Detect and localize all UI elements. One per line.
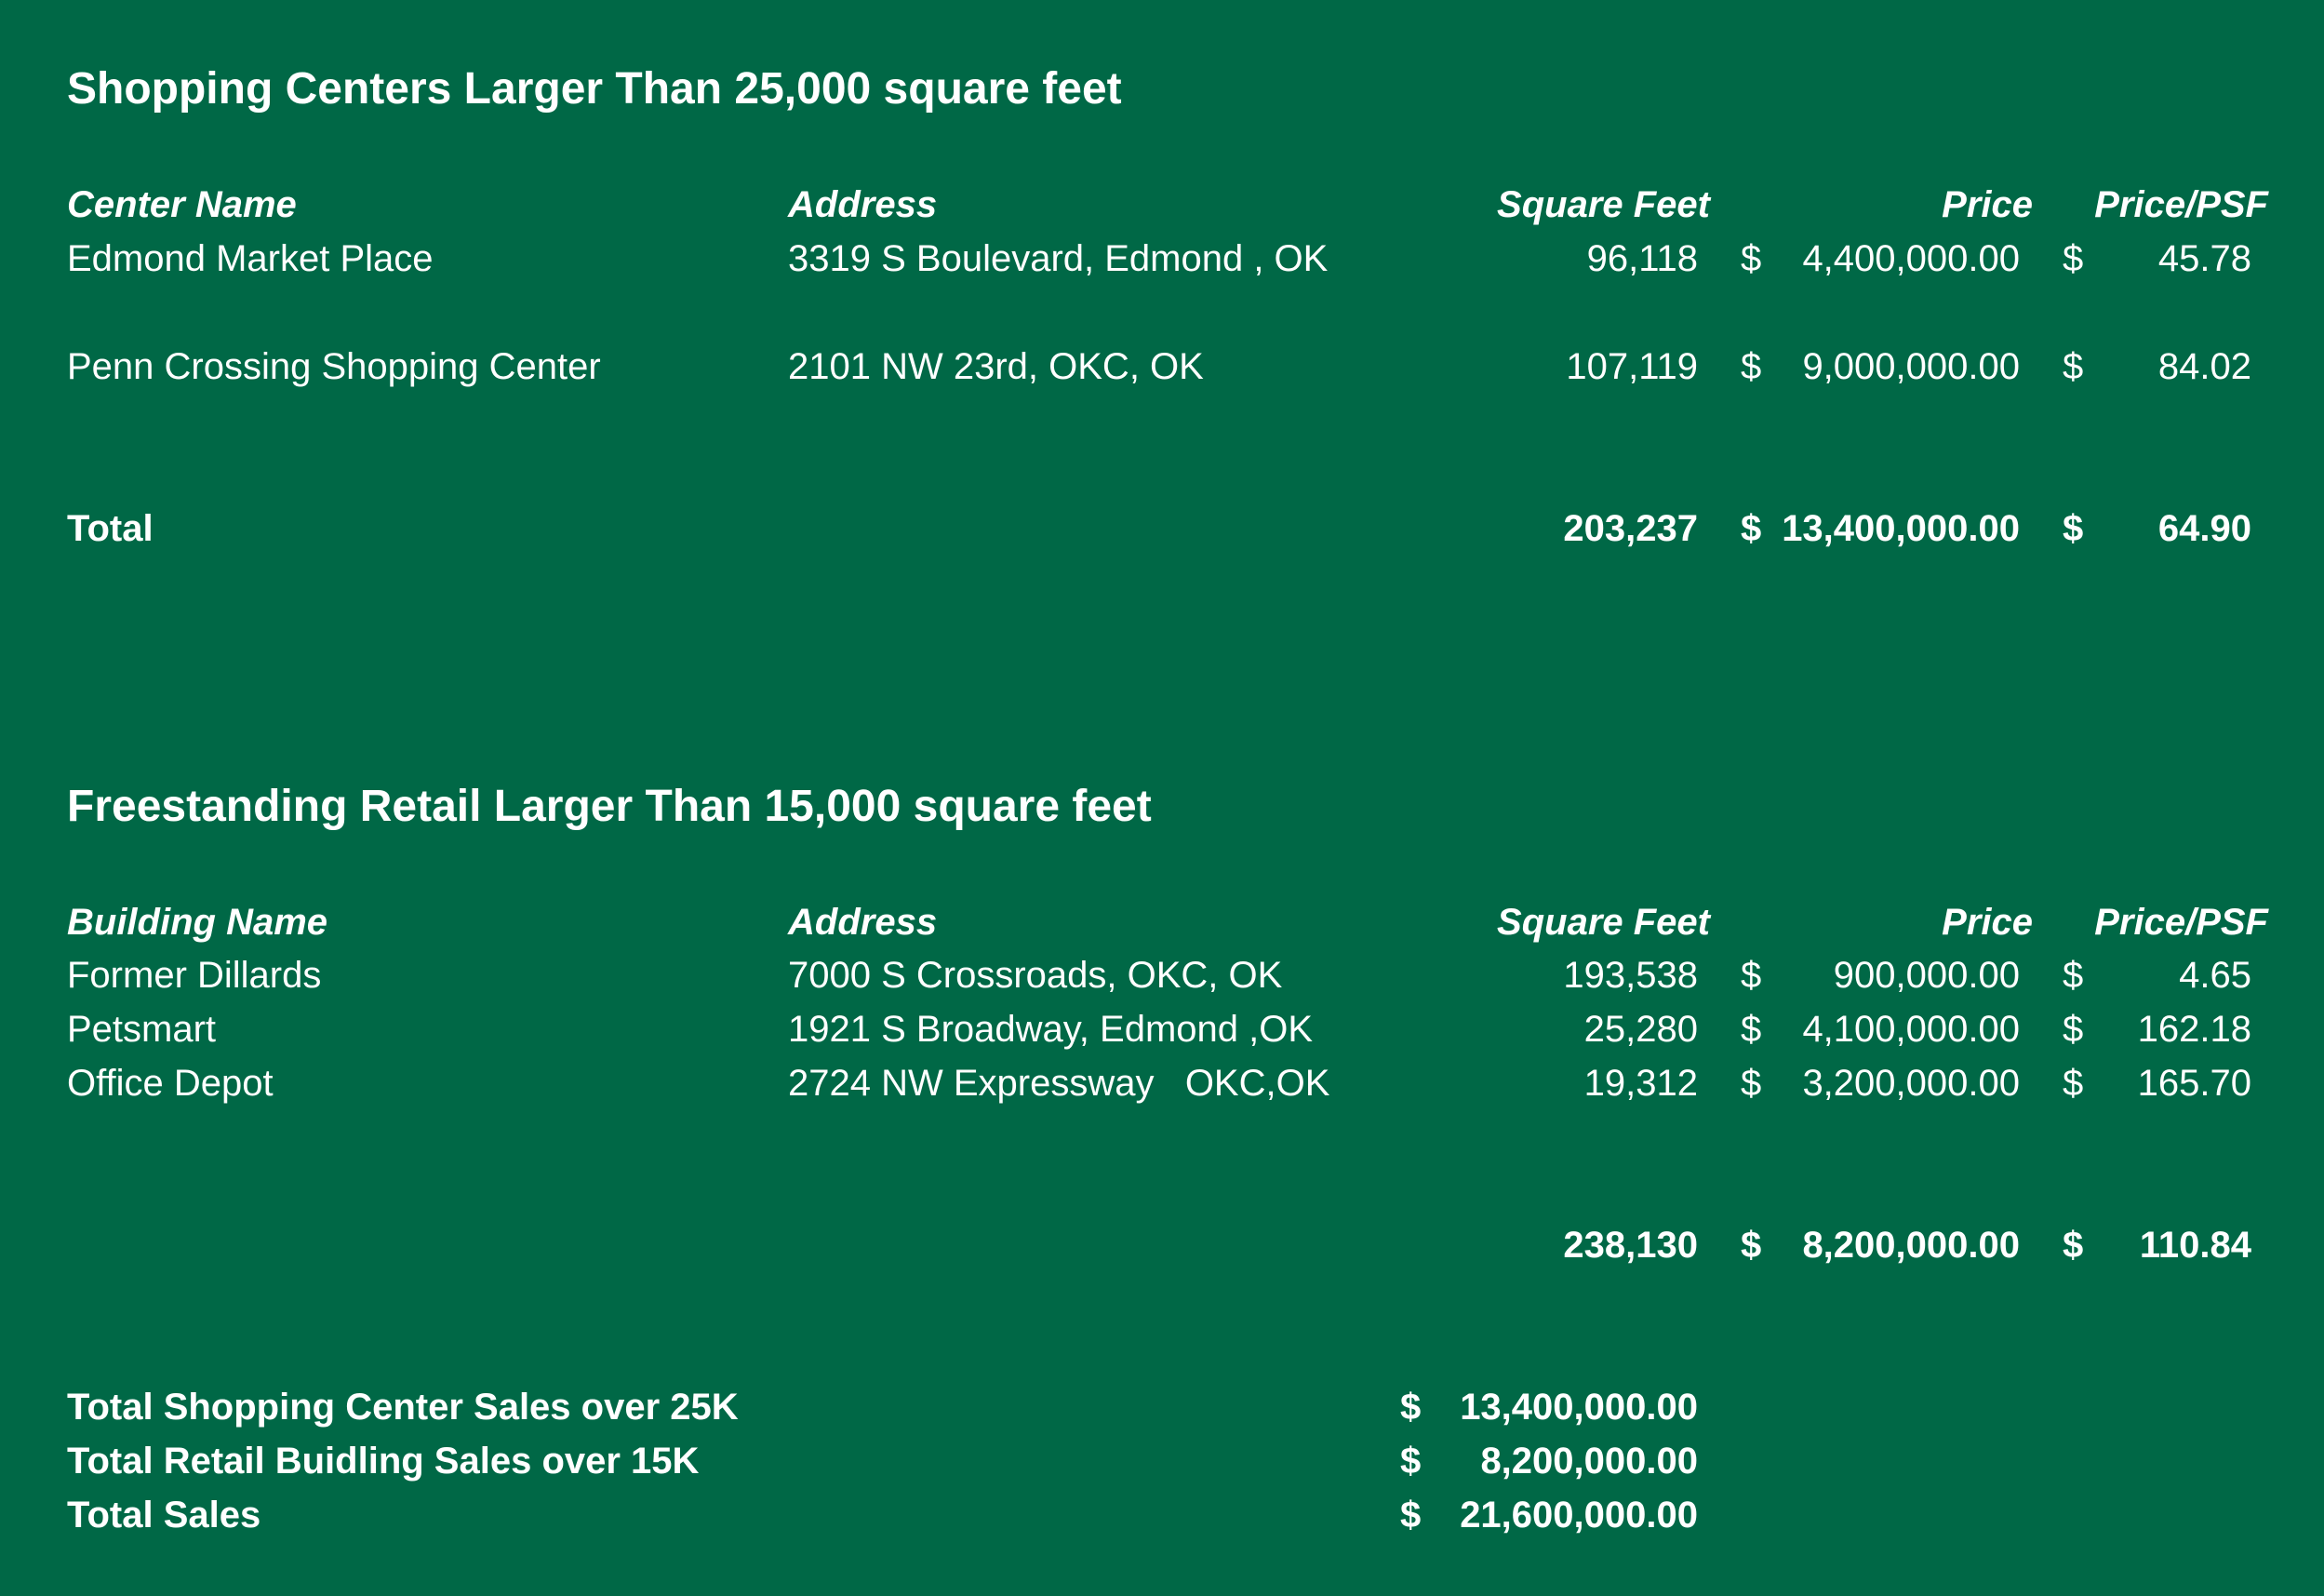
row-name: Office Depot (67, 1063, 274, 1104)
row-name: Former Dillards (67, 955, 322, 996)
section2-header-name: Building Name (67, 902, 328, 943)
total-label: Total (67, 508, 154, 549)
section1-title: Shopping Centers Larger Than 25,000 squa… (67, 64, 1122, 114)
section1-header-psf: Price/PSF (2094, 184, 2268, 225)
section2-header-address: Address (788, 902, 938, 943)
total-price-currency: $ (1741, 1225, 1762, 1266)
row-price-currency: $ (1741, 1063, 1762, 1104)
row-psf: 84.02 (2157, 346, 2251, 387)
total-psf-currency: $ (2063, 508, 2084, 549)
row-price-currency: $ (1741, 955, 1762, 996)
row-sqft: 19,312 (1583, 1063, 1698, 1104)
total-psf: 110.84 (2139, 1225, 2251, 1266)
summary-label: Total Retail Buidling Sales over 15K (67, 1441, 700, 1482)
summary-value: 13,400,000.00 (1460, 1387, 1698, 1428)
total-price-currency: $ (1741, 508, 1762, 549)
row-name: Petsmart (67, 1009, 217, 1050)
row-address: 1921 S Broadway, Edmond ,OK (788, 1009, 1314, 1050)
row-address: 2101 NW 23rd, OKC, OK (788, 346, 1204, 387)
row-price: 9,000,000.00 (1802, 346, 2020, 387)
row-psf: 165.70 (2137, 1063, 2251, 1104)
section2-header-price: Price (1942, 902, 2033, 943)
section2-header-psf: Price/PSF (2094, 902, 2268, 943)
section1-header-price: Price (1942, 184, 2033, 225)
row-psf: 162.18 (2137, 1009, 2251, 1050)
row-psf-currency: $ (2063, 955, 2084, 996)
row-psf: 45.78 (2157, 238, 2251, 279)
row-price-currency: $ (1741, 346, 1762, 387)
section2-title: Freestanding Retail Larger Than 15,000 s… (67, 782, 1152, 831)
row-psf-currency: $ (2063, 1063, 2084, 1104)
row-price: 4,100,000.00 (1802, 1009, 2020, 1050)
row-psf: 4.65 (2179, 955, 2251, 996)
summary-currency: $ (1400, 1387, 1422, 1428)
row-psf-currency: $ (2063, 346, 2084, 387)
row-price: 900,000.00 (1833, 955, 2020, 996)
row-psf-currency: $ (2063, 238, 2084, 279)
summary-label: Total Sales (67, 1495, 261, 1536)
total-sqft: 203,237 (1563, 508, 1698, 549)
row-sqft: 193,538 (1563, 955, 1698, 996)
summary-currency: $ (1400, 1495, 1422, 1536)
section1-header-sqft: Square Feet (1497, 184, 1710, 225)
row-sqft: 25,280 (1583, 1009, 1698, 1050)
total-sqft: 238,130 (1563, 1225, 1698, 1266)
total-price: 13,400,000.00 (1782, 508, 2020, 549)
row-name: Edmond Market Place (67, 238, 434, 279)
summary-value: 8,200,000.00 (1480, 1441, 1698, 1482)
row-address: 7000 S Crossroads, OKC, OK (788, 955, 1283, 996)
total-price: 8,200,000.00 (1802, 1225, 2020, 1266)
row-name: Penn Crossing Shopping Center (67, 346, 601, 387)
total-psf-currency: $ (2063, 1225, 2084, 1266)
summary-label: Total Shopping Center Sales over 25K (67, 1387, 739, 1428)
total-psf: 64.90 (2157, 508, 2251, 549)
section1-header-name: Center Name (67, 184, 297, 225)
row-price: 3,200,000.00 (1802, 1063, 2020, 1104)
row-address: 2724 NW Expressway OKC,OK (788, 1063, 1330, 1104)
row-psf-currency: $ (2063, 1009, 2084, 1050)
row-sqft: 107,119 (1566, 346, 1698, 387)
summary-value: 21,600,000.00 (1460, 1495, 1698, 1536)
summary-currency: $ (1400, 1441, 1422, 1482)
section1-header-address: Address (788, 184, 938, 225)
row-sqft: 96,118 (1586, 238, 1698, 279)
row-price-currency: $ (1741, 1009, 1762, 1050)
section2-header-sqft: Square Feet (1497, 902, 1710, 943)
row-price: 4,400,000.00 (1802, 238, 2020, 279)
row-price-currency: $ (1741, 238, 1762, 279)
row-address: 3319 S Boulevard, Edmond , OK (788, 238, 1329, 279)
